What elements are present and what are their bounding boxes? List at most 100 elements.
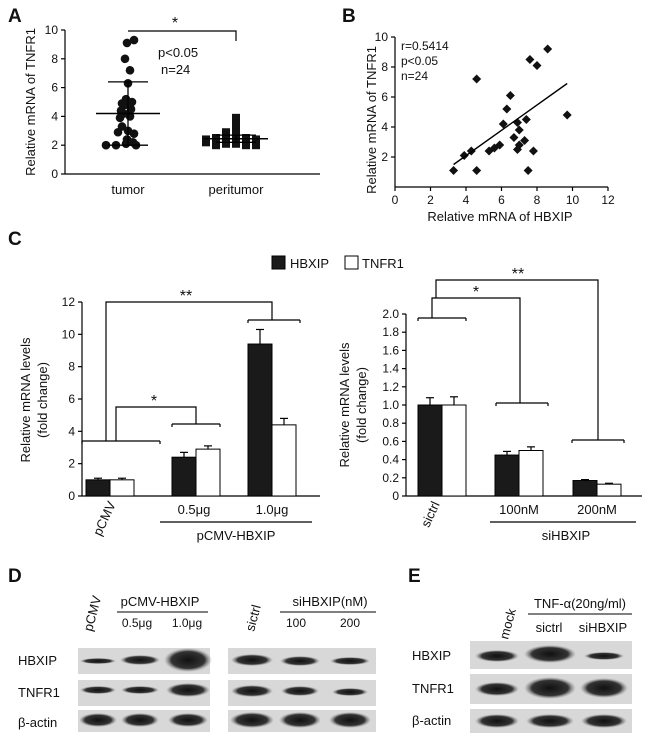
chart-b-n: n=24 (401, 69, 428, 83)
blot-e-band (584, 652, 624, 660)
chart-b-point (502, 104, 512, 114)
chart-a-point (222, 132, 230, 141)
blot-d-band (80, 686, 116, 694)
chart-a-point (232, 113, 240, 122)
chart-a-point (101, 140, 111, 150)
chart-a-point (122, 38, 132, 48)
chart-b-r: r=0.5414 (401, 39, 449, 53)
chart-a-y-ticks: 0 2 4 6 8 10 (45, 23, 65, 181)
blot-e-band (581, 714, 627, 728)
blot-d-col-05: 0.5μg (122, 616, 152, 630)
chart-b-point (562, 110, 572, 120)
chart-c2-y-tick-label: 0.2 (382, 471, 399, 485)
blot-d-col-group2: siHBXIP(nM) (292, 594, 367, 609)
chart-b-x-tick-label: 12 (601, 193, 615, 207)
chart-c2-y-tick-label: 0.4 (382, 453, 399, 467)
chart-c2-y-tick-label: 0.6 (382, 434, 399, 448)
blot-d-row-actin: β-actin (18, 715, 57, 730)
chart-c2: 0 0.2 0.4 0.6 0.8 1.0 1.2 1.4 1.6 1.8 2.0 Relative… (337, 266, 642, 543)
blot-e-band (526, 714, 574, 728)
chart-c2-bars (417, 396, 622, 497)
chart-c2-y-tick-label: 1.8 (382, 325, 399, 339)
chart-c1-y-label-line2: (fold change) (35, 362, 50, 438)
chart-a-point (129, 35, 139, 45)
chart-a-y-tick-label: 0 (51, 167, 58, 181)
chart-c2-cat-100: 100nM (499, 502, 539, 517)
chart-b-x-label: Relative mRNA of HBXIP (427, 209, 572, 224)
blot-d-band (168, 713, 208, 727)
chart-c2-group-label: siHBXIP (542, 528, 590, 543)
blot-d: pCMV pCMV-HBXIP 0.5μg 1.0μg sictrl siHBX… (18, 594, 376, 732)
chart-a-point (242, 141, 250, 150)
chart-b-p: p<0.05 (401, 54, 438, 68)
chart-c1-y-ticks: 0 2 4 6 8 10 12 (62, 295, 82, 503)
blot-d-band (281, 686, 319, 696)
chart-c1-bar (195, 448, 221, 497)
chart-c2-y-tick-label: 0 (392, 489, 399, 503)
chart-a-point (232, 122, 240, 131)
blot-d-col-200: 200 (340, 616, 360, 630)
blot-d-col-10: 1.0μg (172, 616, 202, 630)
blot-d-col-sictrl: sictrl (242, 603, 263, 633)
chart-c2-star1: * (473, 284, 479, 301)
chart-c2-y-tick-label: 0.8 (382, 416, 399, 430)
chart-b-point (532, 61, 542, 70)
blot-d-band (231, 654, 273, 666)
chart-c1-bracket-star (115, 406, 197, 441)
chart-c1-cap-pcmv-ends (81, 441, 161, 444)
chart-a-point (113, 127, 123, 137)
blot-d-band (121, 713, 159, 727)
chart-b-point (521, 115, 531, 124)
chart-b-point (472, 74, 482, 84)
chart-c1-bar (171, 456, 197, 497)
blot-d-col-pcmv: pCMV (80, 594, 104, 633)
blot-e-band (475, 650, 519, 662)
chart-b-x-tick-label: 4 (463, 193, 470, 207)
blot-d-band (164, 648, 212, 672)
blot-e-band (475, 682, 519, 696)
chart-c2-y-tick-label: 1.4 (382, 362, 399, 376)
chart-b-y-label: Relative mRNA of TNFR1 (364, 46, 379, 194)
chart-b-y-tick-label: 4 (381, 120, 388, 134)
chart-c1-group-label: pCMV-HBXIP (197, 528, 276, 543)
chart-c2-bar (417, 404, 443, 497)
chart-b-point (525, 55, 535, 64)
blot-d-row-tnfr1: TNFR1 (18, 685, 60, 700)
legend-tnfr1: TNFR1 (362, 256, 404, 271)
blot-d-band (280, 656, 320, 666)
blot-e-row-tnfr1: TNFR1 (412, 681, 454, 696)
chart-b-point (528, 146, 538, 156)
blot-e-band (475, 714, 519, 728)
blot-d-band (120, 655, 160, 665)
chart-b-point (514, 140, 524, 150)
panel-label-d: D (8, 566, 22, 587)
blot-e-col-group: TNF-α(20ng/ml) (534, 596, 626, 611)
panel-label-a: A (8, 6, 22, 27)
chart-c2-y-tick-label: 1.2 (382, 380, 399, 394)
chart-a-p: p<0.05 (158, 45, 198, 60)
chart-c2-bar (494, 454, 520, 497)
chart-a-point (120, 54, 130, 64)
chart-a-point (125, 66, 135, 75)
chart-c2-star2: ** (512, 266, 524, 283)
chart-b-point (472, 166, 482, 175)
chart-c2-y-tick-label: 1.6 (382, 343, 399, 357)
chart-c1-y-tick-label: 6 (68, 392, 75, 406)
chart-c2-y-tick-label: 2.0 (382, 307, 399, 321)
chart-c2-cap-sictrl (417, 317, 467, 321)
chart-a-point (212, 141, 220, 150)
chart-c1-y-tick-label: 2 (68, 457, 75, 471)
chart-b-x-tick-label: 10 (566, 193, 580, 207)
chart-a-point (242, 136, 250, 145)
chart-a-y-label: Relative mRNA of TNFR1 (23, 28, 38, 176)
blot-e-band (524, 677, 576, 699)
blot-d-band (166, 683, 210, 697)
blot-e-band (524, 645, 576, 663)
chart-b-y-tick-label: 6 (381, 90, 388, 104)
chart-c1-y-tick-label: 0 (68, 489, 75, 503)
blot-d-band (121, 686, 159, 694)
blot-d-col-group: pCMV-HBXIP (121, 594, 200, 609)
chart-a-point (126, 104, 136, 114)
chart-b-point (449, 166, 459, 175)
